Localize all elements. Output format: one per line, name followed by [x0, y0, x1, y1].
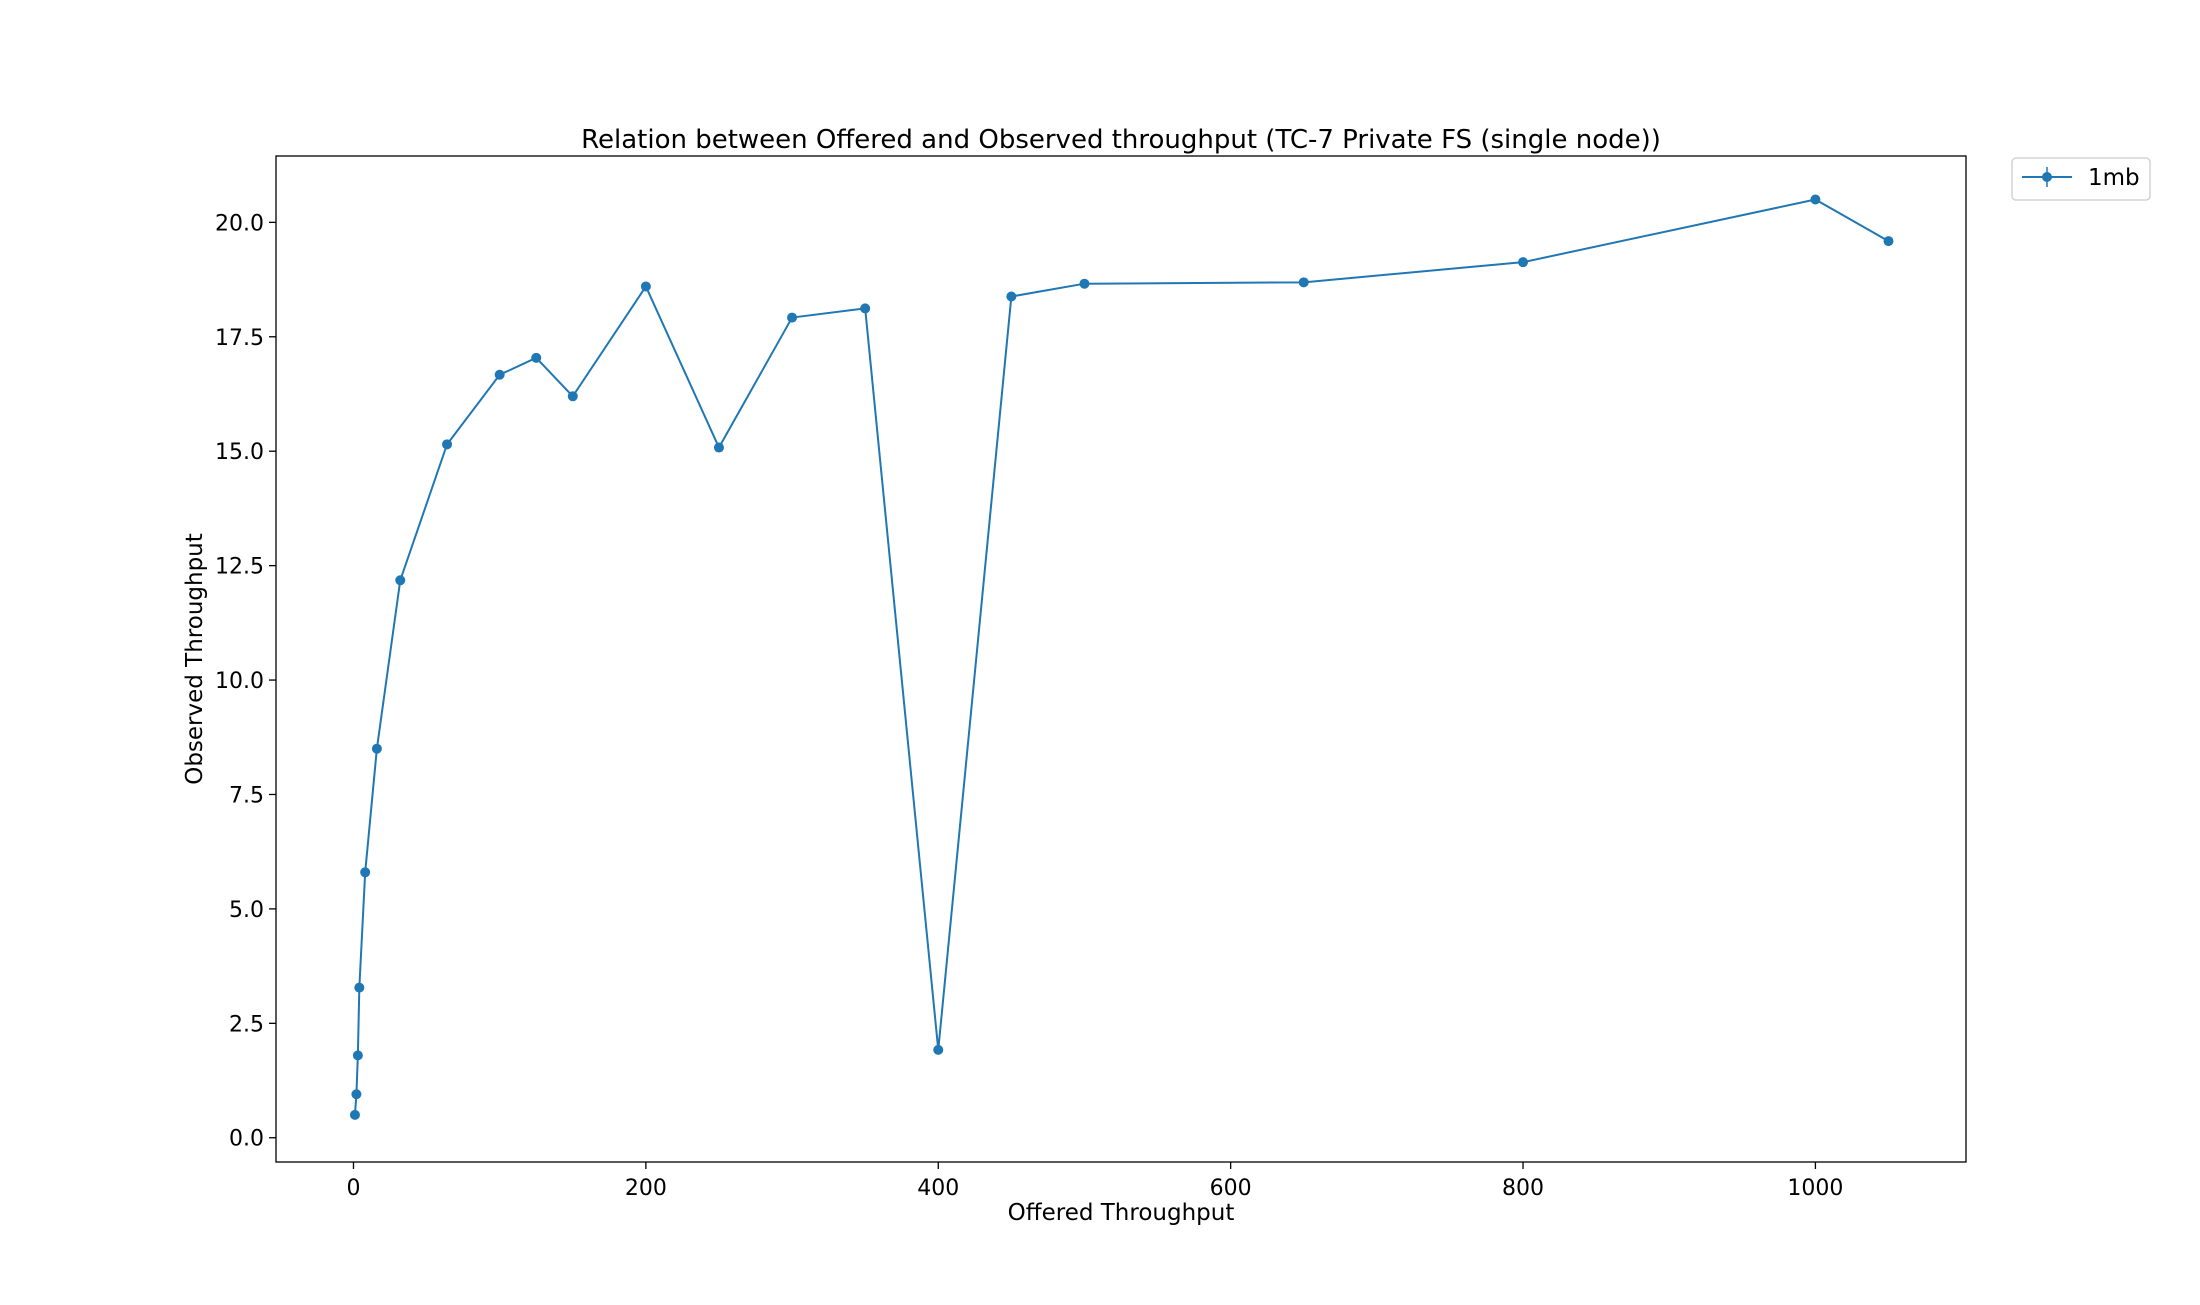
legend-label: 1mb [2088, 165, 2140, 191]
x-tick-label: 400 [917, 1176, 959, 1201]
x-tick-label: 1000 [1787, 1176, 1843, 1201]
y-tick-label: 20.0 [215, 211, 264, 236]
data-point [354, 982, 365, 993]
series-layer [349, 194, 1894, 1120]
data-point [1883, 236, 1894, 247]
y-tick-label: 10.0 [215, 669, 264, 694]
data-point [787, 312, 798, 323]
y-tick-label: 7.5 [229, 783, 264, 808]
legend: 1mb [2011, 157, 2151, 201]
y-tick-label: 5.0 [229, 898, 264, 923]
data-point [494, 369, 505, 380]
series-line [353, 198, 1890, 1115]
y-tick-label: 0.0 [229, 1127, 264, 1152]
x-tick-label: 800 [1502, 1176, 1544, 1201]
y-tick-label: 17.5 [215, 326, 264, 351]
legend-marker-swatch [2042, 172, 2052, 182]
data-point [1298, 277, 1309, 288]
y-axis-label: Observed Throughput [182, 533, 208, 785]
data-point [351, 1089, 362, 1100]
plot-area [275, 155, 1967, 1163]
y-tick-label: 15.0 [215, 440, 264, 465]
data-point [933, 1044, 944, 1055]
data-point [713, 442, 724, 453]
data-point [860, 303, 871, 314]
data-point [352, 1050, 363, 1061]
data-point [360, 867, 371, 878]
x-axis-label: Offered Throughput [1008, 1200, 1235, 1226]
y-tick-label: 2.5 [229, 1012, 264, 1037]
data-point [349, 1109, 360, 1120]
chart-title: Relation between Offered and Observed th… [581, 125, 1661, 155]
x-tick-label: 0 [346, 1176, 360, 1201]
data-point [531, 352, 542, 363]
x-tick-label: 200 [625, 1176, 667, 1201]
x-axis: 0 200 400 600 800 1000 [346, 1162, 1843, 1201]
y-axis: 0.0 2.5 5.0 7.5 10.0 12.5 15.0 17.5 20.0 [215, 211, 276, 1152]
x-tick-label: 600 [1210, 1176, 1252, 1201]
data-point [371, 743, 382, 754]
data-point [1518, 257, 1529, 268]
data-point [567, 391, 578, 402]
data-point [1079, 278, 1090, 289]
data-point [1810, 194, 1821, 205]
y-tick-label: 12.5 [215, 555, 264, 580]
data-point [640, 281, 651, 292]
data-point [442, 439, 453, 450]
data-point [1006, 291, 1017, 302]
data-point [395, 575, 406, 586]
